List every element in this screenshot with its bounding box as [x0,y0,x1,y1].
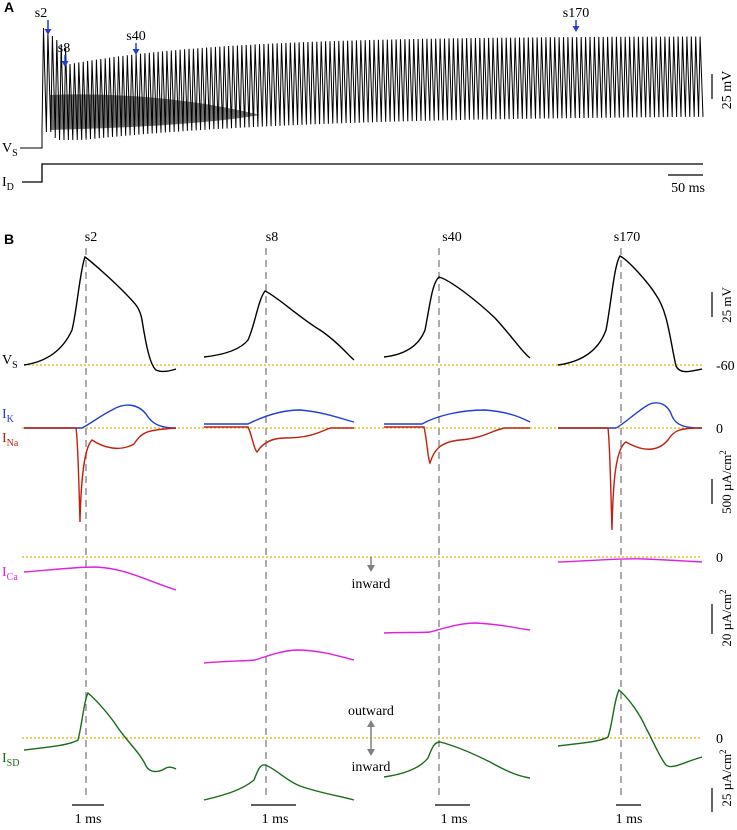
trace-isd-s2 [23,691,177,773]
marker-s170-arrow-head [572,26,580,32]
panel-b-label: B [4,231,14,247]
trace-vs-s2 [23,255,177,373]
trace-ina-s170 [558,427,703,531]
time-scale-label-s40: 1 ms [441,812,468,827]
marker-s8-label: s8 [58,41,70,56]
outward-label: outward [348,704,394,719]
row-label-ica: ICa [2,565,18,583]
trace-isd-s40 [383,741,531,779]
scale-label-ica: 20 µA/cm2 [718,589,734,646]
panel-a-label: A [4,0,14,15]
row-label-isd: ISD [2,751,19,769]
right-value-vs: -60 [716,359,735,374]
trace-isd-s170 [557,688,703,768]
panel-a-id-step [22,163,703,183]
inward-arrow-head [367,749,375,756]
row-label-vs: VS [2,353,18,371]
panel-a-marker-s8: s8 [58,41,70,67]
panel-a-marker-s2: s2 [35,6,52,35]
trace-ina-s8 [204,426,354,453]
trace-ik-s170 [558,402,703,429]
column-header-s2: s2 [85,230,97,245]
trace-ina-s2 [24,427,177,523]
inward-top-arrow-head [367,565,375,572]
trace-ik-s8 [204,409,355,425]
marker-s170-label: s170 [563,6,589,21]
right-value-ina: 0 [716,422,723,437]
inward-top-label: inward [352,577,391,592]
panel-a-time-scale-label: 50 ms [671,181,705,196]
panel-a-id-label: ID [2,175,14,193]
scale-label-ina: 500 µA/cm2 [718,450,734,514]
trace-vs-s170 [557,255,703,373]
trace-ica-s170 [557,558,703,563]
time-scale-label-s170: 1 ms [616,812,643,827]
trace-isd-s8 [203,764,355,801]
panel-a-vs-label: VS [2,141,18,159]
annotation-outward-inward: outward inward [348,704,394,775]
trace-ica-s8 [203,649,355,664]
panel-a-voltage-scale-label: 25 mV [720,71,735,110]
vs-spike-train-trace [20,27,704,149]
marker-s2-arrow-head [44,29,52,35]
right-value-isd: 0 [716,732,723,747]
column-header-s8: s8 [266,230,278,245]
panel-a-spike-train [20,27,704,149]
row-label-ik: IK [2,407,15,425]
time-scale-label-s8: 1 ms [262,812,289,827]
panel-a-marker-s40: s40 [126,29,146,55]
inward-bottom-label: inward [352,760,391,775]
trace-ica-s40 [383,622,531,634]
trace-vs-s40 [383,276,531,359]
panel-a-marker-s170: s170 [563,6,589,32]
trace-ica-s2 [23,566,177,591]
right-value-ica: 0 [716,551,723,566]
marker-s40-arrow-head [132,49,140,55]
trace-ina-s40 [384,426,530,465]
dense-spike-region [50,94,260,130]
scale-label-vs: 25 mV [719,287,734,323]
row-label-ina: INa [2,431,19,449]
marker-s40-label: s40 [126,29,145,44]
panel-b-traces [23,255,703,801]
marker-s2-label: s2 [35,6,47,21]
annotation-inward-top: inward [352,557,391,592]
column-header-s40: s40 [442,230,461,245]
column-header-s170: s170 [614,230,640,245]
trace-vs-s8 [203,290,355,361]
marker-s8-arrow-head [61,61,69,67]
time-scale-label-s2: 1 ms [75,812,102,827]
trace-ik-s40 [384,409,531,425]
trace-ik-s2 [24,404,177,429]
outward-arrow-head [367,720,375,727]
scale-label-isd: 25 µA/cm2 [718,749,734,806]
